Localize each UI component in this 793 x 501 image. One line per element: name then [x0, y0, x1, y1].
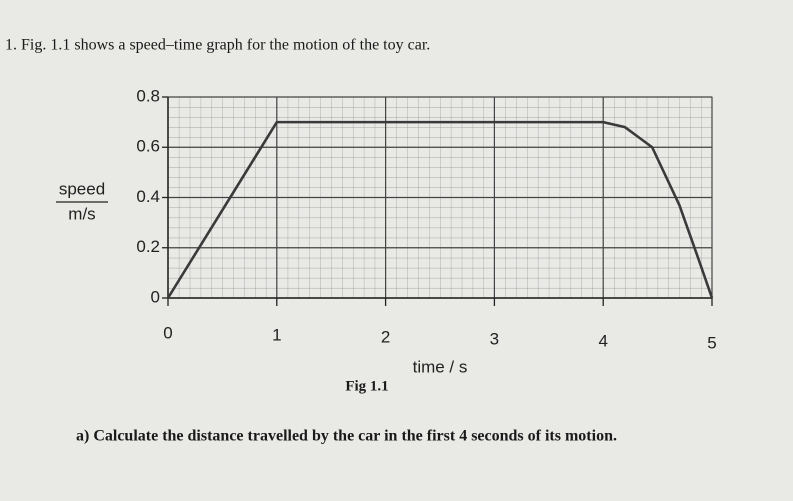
y-axis-label: speed — [59, 179, 105, 198]
x-axis-label: time / s — [413, 357, 468, 376]
y-tick-label: 0.6 — [136, 137, 160, 156]
x-tick-label: 3 — [490, 329, 499, 348]
x-tick-label: 5 — [707, 333, 716, 352]
x-tick-label: 0 — [163, 323, 172, 342]
plot: 0 0.2 0.4 0.6 0.8 0 1 2 3 4 5 — [136, 86, 716, 352]
x-tick-label: 1 — [272, 325, 281, 344]
question-a: a) Calculate the distance travelled by t… — [76, 428, 617, 445]
y-tick-label: 0.4 — [136, 187, 160, 206]
y-tick-label: 0 — [151, 287, 160, 306]
figure-caption: Fig 1.1 — [345, 378, 388, 394]
y-tick-label: 0.2 — [136, 237, 160, 256]
speed-line — [166, 120, 714, 299]
x-tick-label: 2 — [381, 327, 390, 346]
x-tick-label: 4 — [598, 331, 607, 350]
question-intro: 1. Fig. 1.1 shows a speed–time graph for… — [5, 37, 430, 54]
y-axis-unit: m/s — [68, 204, 95, 223]
y-tick-label: 0.8 — [136, 86, 160, 105]
